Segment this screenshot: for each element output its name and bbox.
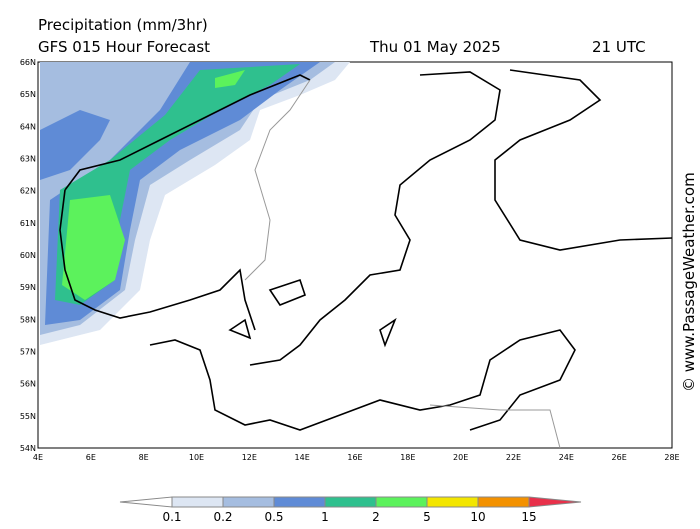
legend-label: 5 [423,510,431,524]
legend-swatch [528,496,582,508]
lon-label: 12E [242,453,257,462]
borders [244,79,561,449]
legend-swatch [222,496,275,508]
lon-label: 16E [347,453,362,462]
lat-label: 55N [20,412,36,421]
lat-label: 66N [20,58,36,67]
lat-label: 61N [20,219,36,228]
lon-label: 26E [612,453,627,462]
lon-label: 14E [295,453,310,462]
legend-label: 0.2 [213,510,232,524]
date: Thu 01 May 2025 [369,38,501,56]
legend-swatch [273,496,326,508]
lon-label: 6E [86,453,96,462]
lat-label: 54N [20,444,36,453]
lon-label: 18E [400,453,415,462]
model: GFS 015 Hour Forecast [38,38,210,56]
lat-label: 63N [20,155,36,164]
legend-label: 0.5 [264,510,283,524]
lat-label: 64N [20,122,36,131]
lat-label: 57N [20,348,36,357]
lat-label: 62N [20,187,36,196]
legend-swatch [324,496,377,508]
legend-label: 15 [521,510,536,524]
lon-label: 10E [189,453,204,462]
legend-swatch [375,496,428,508]
lat-label: 59N [20,283,36,292]
lat-label: 65N [20,90,36,99]
lat-label: 56N [20,380,36,389]
lon-label: 22E [506,453,521,462]
map [37,61,673,449]
legend: 0.1 0.2 0.5 1 2 5 10 15 [119,496,582,524]
lat-label: 58N [20,315,36,324]
precipitation [40,62,350,345]
legend-label: 2 [372,510,380,524]
lon-label: 4E [33,453,43,462]
lon-label: 28E [664,453,679,462]
legend-swatch [119,496,173,508]
legend-swatch [171,496,224,508]
legend-swatch [426,496,479,508]
lon-label: 24E [559,453,574,462]
legend-label: 1 [321,510,329,524]
legend-label: 0.1 [162,510,181,524]
title: Precipitation (mm/3hr) [38,16,208,34]
legend-swatch [477,496,530,508]
coastlines [59,69,673,431]
map-ticks: 4E 6E 8E 10E 12E 14E 16E 18E 20E 22E 24E 26E 28E 66N 6… [20,58,680,462]
lon-label: 20E [453,453,468,462]
lon-label: 8E [139,453,149,462]
legend-label: 10 [470,510,485,524]
time: 21 UTC [592,38,646,56]
watermark: © www.PassageWeather.com [680,172,698,392]
lat-label: 60N [20,251,36,260]
